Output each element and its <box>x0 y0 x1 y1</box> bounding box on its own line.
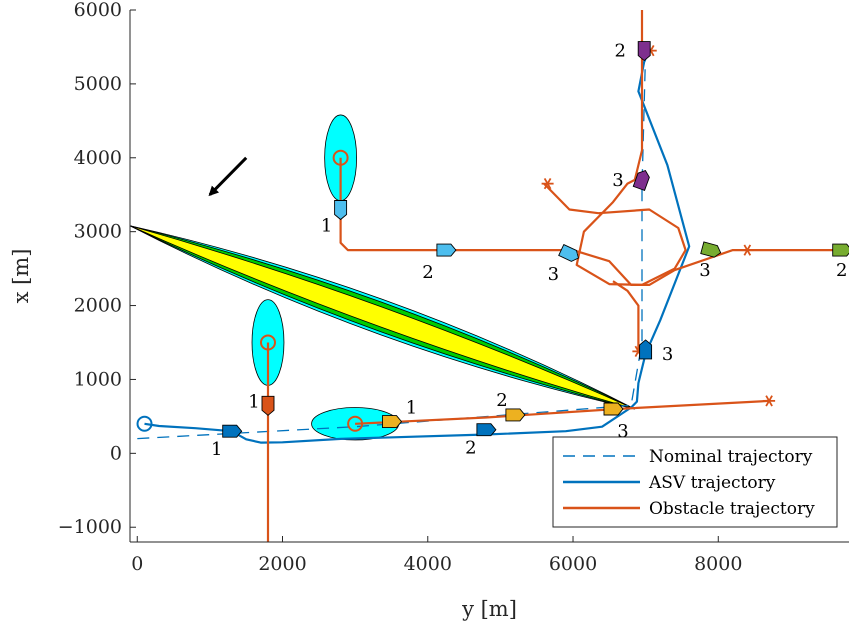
vessel-8 <box>334 200 348 221</box>
vessel-1 <box>222 424 243 438</box>
vessel-2 <box>476 423 497 437</box>
start-circle-4 <box>332 149 349 166</box>
series-line-2 <box>144 50 691 444</box>
vessel-3 <box>639 339 653 360</box>
start-circle-3 <box>259 334 276 351</box>
legend-box <box>552 436 838 528</box>
star-marker-1 <box>541 177 554 190</box>
star-marker-2 <box>741 244 754 256</box>
vessel-label-13: 3 <box>699 260 710 281</box>
vessel-7 <box>261 395 275 416</box>
x-tick-label-0: 0 <box>131 553 143 575</box>
y-tick-label-0: −1000 <box>58 516 122 538</box>
vessel-label-9: 2 <box>422 262 433 283</box>
y-tick-label-3: 2000 <box>74 295 122 317</box>
x-tick-label-2: 4000 <box>404 553 452 575</box>
series-line-1 <box>137 50 647 440</box>
vessel-label-12: 2 <box>614 41 625 62</box>
vessel-label-7: 1 <box>248 391 259 412</box>
legend-label-asv: ASV trajectory <box>648 473 776 493</box>
y-tick-label-4: 3000 <box>74 221 122 243</box>
vessel-12 <box>637 41 651 62</box>
direction-arrow <box>208 156 248 197</box>
vessel-5 <box>505 408 526 422</box>
series-line-5 <box>339 157 849 286</box>
vessel-10 <box>558 243 579 262</box>
y-tick-label-2: 1000 <box>74 368 122 390</box>
vessel-label-11: 3 <box>612 170 623 191</box>
y-tick-label-5: 4000 <box>74 147 122 169</box>
start-circle-1 <box>136 415 153 432</box>
vessel-label-1: 1 <box>211 439 222 460</box>
y-tick-label-1: 0 <box>110 442 122 464</box>
star-marker-3 <box>763 395 776 407</box>
vessel-label-6: 3 <box>617 421 628 442</box>
vessel-label-14: 2 <box>836 260 847 281</box>
series-line-7 <box>612 280 640 352</box>
vessel-13 <box>700 241 722 258</box>
x-tick-label-1: 2000 <box>258 553 306 575</box>
vessel-label-8: 1 <box>321 216 332 237</box>
y-tick-label-7: 6000 <box>74 0 122 21</box>
vessel-9 <box>436 243 457 257</box>
y-tick-label-6: 5000 <box>74 73 122 95</box>
vessel-11 <box>632 169 650 191</box>
vessel-label-10: 3 <box>548 264 559 285</box>
vessel-label-3: 3 <box>662 344 673 365</box>
danger-zone-layer-3 <box>130 225 635 410</box>
vessel-label-2: 2 <box>465 438 476 459</box>
vessel-label-4: 1 <box>406 398 417 419</box>
vessel-6 <box>603 402 624 416</box>
series-line-3 <box>355 399 770 425</box>
legend: Nominal trajectory ASV trajectory Obstac… <box>552 436 838 528</box>
legend-label-nominal: Nominal trajectory <box>649 447 813 467</box>
vessel-label-5: 2 <box>496 390 507 411</box>
y-axis-label: x [m] <box>9 249 33 304</box>
x-axis-label: y [m] <box>461 597 517 621</box>
start-circle-2 <box>347 415 364 432</box>
plot-area: 1 2 3 1 2 3 1 1 2 3 3 2 3 2 <box>130 10 849 542</box>
vessel-4 <box>382 415 403 429</box>
x-tick-label-4: 8000 <box>694 553 742 575</box>
x-tick-label-3: 6000 <box>549 553 597 575</box>
vessel-14 <box>832 243 849 257</box>
axes: 0 2000 4000 6000 8000 −1000 0 1000 2000 3000 4000 5… <box>9 0 849 621</box>
series-line-6 <box>543 10 687 286</box>
legend-label-obstacle: Obstacle trajectory <box>649 499 815 519</box>
